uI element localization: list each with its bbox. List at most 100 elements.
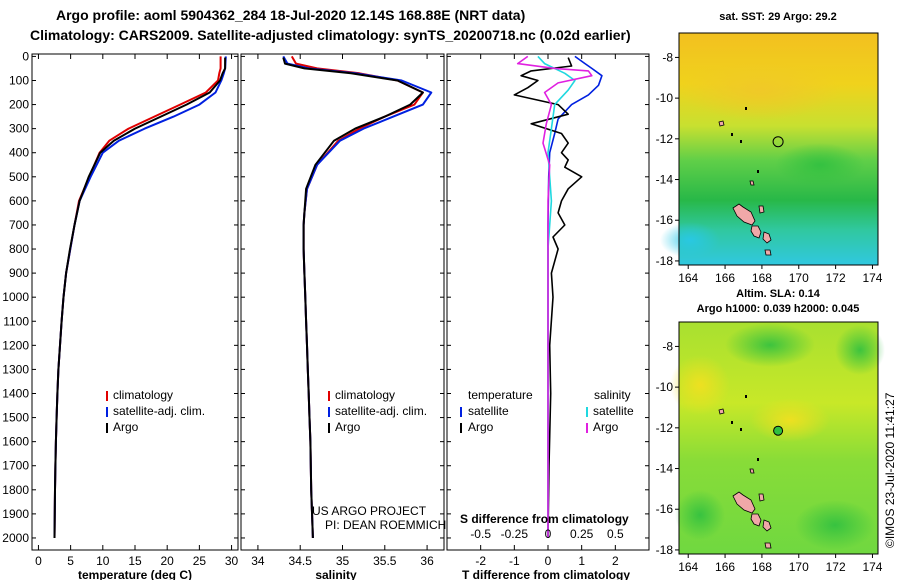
depth-tick-label: 0 xyxy=(22,49,29,63)
x-tick-label: 25 xyxy=(193,554,207,568)
x-tick-label: 0 xyxy=(35,554,42,568)
x-tick-label: 1 xyxy=(578,554,585,568)
credit-line2: PI: DEAN ROEMMICH xyxy=(325,518,446,532)
salinity-axis-label: salinity xyxy=(315,568,357,580)
legend-sal-argo: Argo xyxy=(593,420,619,434)
depth-tick-label: 800 xyxy=(9,242,29,256)
map-y-tick-label: -18 xyxy=(656,254,674,268)
sla-low-patch xyxy=(725,323,815,367)
island xyxy=(732,491,756,514)
island xyxy=(718,408,725,415)
depth-tick-label: 1400 xyxy=(2,386,29,400)
map-y-tick-label: -16 xyxy=(656,502,674,516)
depth-tick-label: 1900 xyxy=(2,507,29,521)
sst-warm-patch xyxy=(680,60,840,120)
island xyxy=(731,133,733,136)
sst-map-axes: 164 166 168 170 172 174 -8 -10 -12 -14 -16 -18 xyxy=(656,50,883,285)
island xyxy=(762,231,772,244)
x-tick-label: -1 xyxy=(509,554,520,568)
sst-patch xyxy=(775,143,865,187)
island xyxy=(749,180,755,186)
depth-tick-label: 300 xyxy=(9,122,29,136)
s-diff-tick-label: 0 xyxy=(545,527,552,541)
depth-tick-label: 600 xyxy=(9,194,29,208)
depth-tick-label: 2000 xyxy=(2,531,29,545)
figure-title-line1: Argo profile: aoml 5904362_284 18-Jul-20… xyxy=(56,7,525,23)
salinity-chart: 34 34.5 35 35.5 36 xyxy=(241,54,444,568)
sst-islands xyxy=(718,107,772,256)
legend-climatology: climatology xyxy=(113,388,173,402)
x-tick-label: 0 xyxy=(545,554,552,568)
temperature-chart: 0 5 10 15 20 25 30 xyxy=(32,54,239,568)
salinity-legend: climatology satellite-adj. clim. Argo xyxy=(328,388,427,434)
s-difference-axis-label: S difference from climatology xyxy=(460,512,629,526)
legend-argo: Argo xyxy=(113,420,139,434)
depth-tick-label: 1100 xyxy=(3,314,29,328)
x-tick-label: 35 xyxy=(336,554,350,568)
map-y-tick-label: -14 xyxy=(656,462,674,476)
map-x-tick-label: 164 xyxy=(678,560,698,574)
island xyxy=(718,120,725,127)
x-tick-label: 10 xyxy=(96,554,110,568)
x-tick-label: 36 xyxy=(420,554,434,568)
island xyxy=(745,395,747,398)
map-y-tick-label: -10 xyxy=(656,91,674,105)
sla-map: Altim. SLA: 0.14 Argo h1000: 0.039 h2000… xyxy=(656,288,885,574)
difference-legend: temperature salinity satellite Argo sate… xyxy=(460,388,634,434)
map-y-tick-label: -16 xyxy=(656,213,674,227)
depth-tick-label: 1300 xyxy=(2,362,29,376)
x-tick-label: 30 xyxy=(225,554,239,568)
series-temperature-argo xyxy=(513,57,583,539)
map-x-tick-label: 164 xyxy=(678,271,698,285)
island xyxy=(764,542,772,549)
temperature-axis-label: temperature (deg C) xyxy=(78,568,192,580)
map-y-tick-label: -12 xyxy=(656,132,674,146)
s-diff-tick-label: 0.5 xyxy=(607,527,624,541)
map-y-tick-label: -10 xyxy=(656,380,674,394)
sst-map-frame xyxy=(678,32,879,266)
s-diff-tick-label: 0.25 xyxy=(570,527,594,541)
imos-timestamp: ©IMOS 23-Jul-2020 11:41:27 xyxy=(883,392,897,548)
sst-cold-patch xyxy=(660,222,720,258)
x-tick-label: -2 xyxy=(475,554,486,568)
island xyxy=(740,428,742,431)
map-x-tick-label: 170 xyxy=(789,271,809,285)
map-x-tick-label: 168 xyxy=(752,271,772,285)
depth-tick-label: 900 xyxy=(9,266,29,280)
island xyxy=(749,468,755,474)
map-y-tick-label: -18 xyxy=(656,543,674,557)
series-satellite-adj-clim- xyxy=(53,56,227,539)
map-x-tick-label: 172 xyxy=(826,271,846,285)
depth-tick-label: 700 xyxy=(9,218,29,232)
legend-satellite-adj: satellite-adj. clim. xyxy=(335,404,427,418)
island xyxy=(740,140,742,143)
depth-tick-label: 1800 xyxy=(2,483,29,497)
map-x-tick-label: 168 xyxy=(752,560,772,574)
island xyxy=(750,513,762,527)
map-x-tick-label: 172 xyxy=(826,560,846,574)
s-diff-tick-label: -0.25 xyxy=(501,527,529,541)
argo-position-marker xyxy=(773,425,784,436)
t-difference-axis-label: T difference from climatology xyxy=(462,568,630,580)
legend-temp-satellite: satellite xyxy=(468,404,509,418)
map-y-tick-label: -8 xyxy=(662,50,673,64)
island xyxy=(745,107,747,110)
island xyxy=(758,493,765,502)
depth-tick-label: 500 xyxy=(9,170,29,184)
sla-low-patch xyxy=(795,500,875,550)
legend-argo: Argo xyxy=(335,420,361,434)
argo-position-marker xyxy=(772,136,784,148)
legend-satellite-adj: satellite-adj. clim. xyxy=(113,404,205,418)
x-tick-label: 34 xyxy=(251,554,265,568)
island xyxy=(762,519,772,532)
sla-high-patch xyxy=(670,355,730,415)
sla-islands xyxy=(718,395,772,549)
legend-header-temperature: temperature xyxy=(468,388,533,402)
sla-high-patch xyxy=(750,398,830,442)
depth-axis: 0 100 200 300 400 500 600 700 800 900 1000 1100 1200… xyxy=(2,49,29,545)
sla-map-title-line1: Altim. SLA: 0.14 xyxy=(736,288,821,300)
sla-low-patch xyxy=(675,490,725,540)
sst-map: sat. SST: 29 Argo: 29.2 164 166 168 170 172 1… xyxy=(656,11,883,285)
map-y-tick-label: -14 xyxy=(656,173,674,187)
